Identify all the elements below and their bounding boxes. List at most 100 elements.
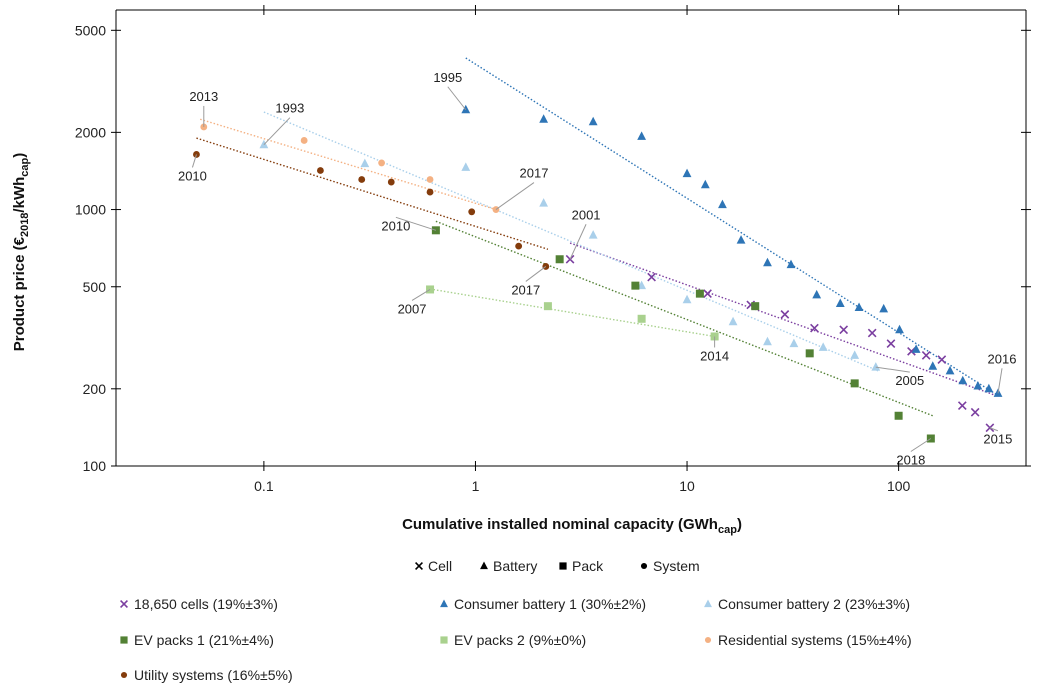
annotation-leader	[495, 182, 535, 210]
marker-legend-label: Pack	[572, 558, 604, 574]
data-point	[360, 158, 370, 168]
data-point	[461, 162, 471, 171]
data-point	[317, 167, 324, 174]
annotation-label: 2018	[896, 453, 925, 468]
x-tick-label: 100	[887, 478, 911, 494]
series-legend-label: Residential systems (15%±4%)	[718, 632, 912, 648]
series-legend-icon	[704, 599, 712, 608]
x-legend-icon	[415, 562, 423, 570]
annotation-label: 2016	[988, 351, 1017, 366]
series-legend-item: Consumer battery 2 (23%±3%)	[704, 596, 910, 612]
data-point	[937, 355, 947, 364]
y-tick-label: 2000	[75, 124, 106, 140]
marker-legend-label: Cell	[428, 558, 452, 574]
data-point	[718, 199, 727, 209]
data-point	[911, 344, 921, 353]
series-legend-icon	[120, 636, 128, 644]
x-tick-label: 0.1	[254, 478, 274, 494]
data-point	[970, 407, 980, 417]
data-point	[850, 350, 860, 359]
data-point	[879, 303, 889, 313]
series-legend-item: Consumer battery 1 (30%±2%)	[440, 596, 646, 612]
data-point	[682, 168, 692, 178]
y-tick-label: 100	[83, 458, 107, 474]
data-point	[259, 139, 269, 149]
trend-line	[569, 242, 997, 397]
data-point	[957, 401, 967, 410]
series-legend-item: Utility systems (16%±5%)	[120, 667, 293, 683]
annotation-label: 2010	[178, 168, 207, 183]
annotation-leader	[875, 366, 910, 373]
data-point	[789, 338, 799, 348]
trend-line	[465, 57, 997, 396]
data-point	[805, 349, 814, 358]
series-legend: 18,650 cells (19%±3%) Consumer battery 1 …	[120, 596, 912, 683]
series-legend-icon	[120, 671, 128, 679]
annotation-label: 2014	[700, 348, 729, 363]
data-point	[631, 281, 640, 290]
series-legend-item: Residential systems (15%±4%)	[704, 632, 912, 648]
data-point	[854, 302, 864, 312]
data-point	[894, 411, 903, 420]
series-legend-label: Utility systems (16%±5%)	[134, 667, 293, 683]
data-point	[928, 361, 938, 370]
data-point	[565, 254, 575, 264]
data-point	[867, 328, 877, 338]
y-axis-title: Product price (€2018/kWhcap)	[11, 153, 31, 352]
x-axis-title: Cumulative installed nominal capacity (G…	[402, 516, 742, 536]
series-legend-item: EV packs 2 (9%±0%)	[440, 632, 586, 648]
data-point	[539, 198, 549, 207]
data-point	[695, 289, 704, 298]
data-point	[387, 178, 395, 186]
data-point	[751, 302, 760, 311]
y-tick-label: 1000	[75, 202, 106, 218]
data-point	[515, 242, 523, 250]
annotation-label: 1995	[433, 70, 462, 85]
data-point	[588, 116, 598, 126]
data-points	[193, 104, 1003, 443]
data-point	[835, 298, 845, 308]
data-point	[818, 342, 828, 351]
annotation-label: 2007	[398, 301, 427, 316]
circle-legend-icon	[640, 562, 648, 570]
series-legend-icon	[440, 599, 448, 608]
series-legend-label: EV packs 1 (21%±4%)	[134, 632, 274, 648]
data-point	[895, 324, 904, 334]
x-tick-label: 1	[472, 478, 480, 494]
marker-legend-label: Battery	[493, 558, 537, 574]
data-point	[763, 336, 772, 346]
series-legend-icon	[120, 600, 128, 608]
data-point	[468, 208, 476, 216]
trend-line	[199, 118, 497, 211]
data-point	[426, 188, 434, 196]
data-point	[300, 137, 308, 144]
annotation-label: 2005	[895, 373, 924, 388]
plot-frame	[116, 9, 1027, 466]
annotation-leader	[263, 117, 291, 146]
marker-legend: Cell Battery Pack System	[415, 558, 700, 574]
annotation-leader	[191, 154, 197, 168]
trend-lines	[196, 57, 997, 417]
annotation-leader	[525, 266, 547, 282]
annotation-leader	[447, 86, 467, 111]
series-legend-icon	[440, 636, 448, 644]
trend-line	[196, 137, 549, 250]
marker-legend-label: System	[653, 558, 700, 574]
annotation-label: 2015	[983, 432, 1012, 447]
x-tick-label: 10	[679, 478, 695, 494]
square-legend-icon	[559, 562, 567, 570]
data-point	[647, 272, 656, 282]
data-point	[682, 294, 692, 304]
data-point	[358, 176, 366, 183]
trend-line	[429, 288, 715, 338]
annotation-leader	[569, 224, 587, 260]
annotation-label: 2013	[189, 89, 218, 104]
series-legend-label: 18,650 cells (19%±3%)	[134, 596, 278, 612]
data-point	[637, 280, 647, 290]
data-point	[958, 375, 968, 385]
annotation-leader	[997, 368, 1003, 394]
triangle-legend-icon	[480, 561, 488, 570]
annotation-label: 1993	[275, 101, 304, 116]
y-tick-label: 200	[83, 381, 107, 397]
